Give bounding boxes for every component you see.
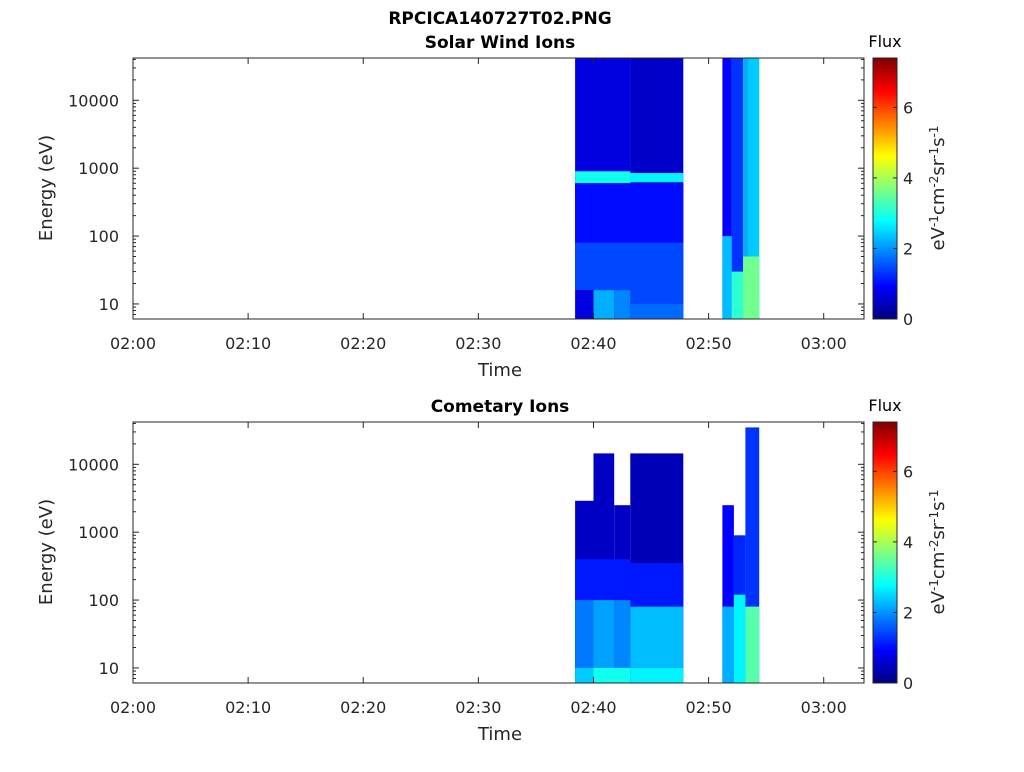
solar-wind-ions-title: Solar Wind Ions	[425, 33, 576, 53]
solar-wind-flux-block-5	[630, 183, 684, 243]
cometary-flux-block-4	[575, 559, 631, 601]
cometary-flux-block-8	[614, 600, 631, 668]
solar-wind-flux-block-3	[630, 173, 684, 183]
cometary-flux-block-7	[593, 600, 615, 668]
cometary-colorbar-label: eV-1cm-2sr-1s-1	[927, 490, 949, 615]
solar-wind-flux-block-14	[748, 58, 760, 319]
solar-wind-flux-block-12	[731, 58, 744, 319]
cometary-flux-block-17	[733, 594, 746, 683]
figure-title: RPCICA140727T02.PNG	[388, 9, 611, 29]
solar-wind-colorbar	[872, 57, 898, 320]
cometary-y-tick-label: 10	[99, 659, 119, 678]
cometary-colorbar-tick-label: 6	[903, 462, 913, 481]
colorbar-unit-text: eV	[928, 226, 949, 250]
cometary-flux-block-11	[593, 667, 631, 683]
solar-wind-flux-block-10	[630, 303, 684, 319]
cometary-colorbar	[872, 421, 898, 684]
solar-wind-x-tick-label: 02:50	[686, 334, 732, 353]
solar-wind-x-tick-label: 02:00	[110, 334, 156, 353]
colorbar-unit-text: eV	[928, 590, 949, 614]
solar-wind-flux-block-9	[614, 290, 631, 319]
solar-wind-colorbar-tick-label: 6	[903, 98, 913, 117]
cometary-flux-block-6	[575, 600, 594, 668]
solar-wind-x-tick-label: 02:10	[225, 334, 271, 353]
solar-wind-y-tick-label: 100	[88, 227, 119, 246]
solar-wind-flux-block-2	[575, 171, 631, 184]
solar-wind-flux-block-6	[575, 242, 631, 290]
cometary-spectrogram	[575, 427, 760, 683]
solar-wind-flux-block-7	[630, 242, 684, 304]
cometary-x-tick-label: 02:40	[570, 698, 616, 717]
solar-wind-y-tick-label: 10	[99, 295, 119, 314]
cometary-colorbar-title: Flux	[868, 396, 901, 415]
solar-wind-y-axis-label: Energy (eV)	[36, 135, 57, 241]
solar-wind-x-tick-label: 02:30	[455, 334, 501, 353]
cometary-y-tick-label: 100	[88, 591, 119, 610]
solar-wind-colorbar-label: eV-1cm-2sr-1s-1	[927, 126, 949, 251]
cometary-colorbar-tick-label: 0	[903, 674, 913, 693]
cometary-ions-panel: Cometary Ions Time Energy (eV) Flux eV-1…	[36, 396, 949, 745]
solar-wind-colorbar-tick-label: 0	[903, 310, 913, 329]
solar-wind-flux-block-16	[731, 271, 744, 319]
solar-wind-x-tick-label: 03:00	[801, 334, 847, 353]
solar-wind-x-tick-label: 02:40	[570, 334, 616, 353]
cometary-ions-title: Cometary Ions	[431, 397, 570, 417]
solar-wind-flux-block-17	[743, 256, 760, 319]
cometary-flux-block-13	[722, 505, 734, 683]
solar-wind-flux-block-8	[593, 290, 615, 319]
solar-wind-flux-block-4	[575, 183, 631, 243]
cometary-flux-block-5	[630, 563, 684, 607]
solar-wind-colorbar-title: Flux	[868, 32, 901, 51]
cometary-x-tick-label: 02:30	[455, 698, 501, 717]
solar-wind-colorbar-tick-label: 2	[903, 239, 913, 258]
solar-wind-ions-panel: Solar Wind Ions Time Energy (eV) Flux eV…	[36, 32, 949, 381]
solar-wind-flux-block-13	[743, 58, 749, 319]
solar-wind-spectrogram	[575, 58, 760, 319]
cometary-flux-block-18	[745, 606, 760, 683]
cometary-y-axis-label: Energy (eV)	[36, 499, 57, 605]
solar-wind-flux-block-15	[722, 236, 732, 319]
cometary-x-tick-label: 02:50	[686, 698, 732, 717]
cometary-colorbar-tick-label: 4	[903, 533, 913, 552]
cometary-x-tick-label: 02:10	[225, 698, 271, 717]
solar-wind-flux-block-11	[722, 58, 732, 319]
cometary-flux-block-12	[630, 667, 684, 683]
cometary-colorbar-tick-label: 2	[903, 603, 913, 622]
cometary-y-tick-label: 10000	[68, 455, 119, 474]
solar-wind-y-tick-label: 10000	[68, 91, 119, 110]
cometary-x-tick-label: 03:00	[801, 698, 847, 717]
cometary-flux-block-16	[722, 606, 734, 683]
solar-wind-x-axis-label: Time	[477, 360, 522, 381]
cometary-x-tick-label: 02:00	[110, 698, 156, 717]
cometary-x-axis-label: Time	[477, 724, 522, 745]
solar-wind-y-tick-label: 1000	[78, 159, 119, 178]
cometary-flux-block-9	[630, 606, 684, 668]
solar-wind-x-tick-label: 02:20	[340, 334, 386, 353]
solar-wind-colorbar-tick-label: 4	[903, 169, 913, 188]
cometary-x-tick-label: 02:20	[340, 698, 386, 717]
cometary-y-tick-label: 1000	[78, 523, 119, 542]
cometary-flux-block-10	[575, 667, 594, 683]
